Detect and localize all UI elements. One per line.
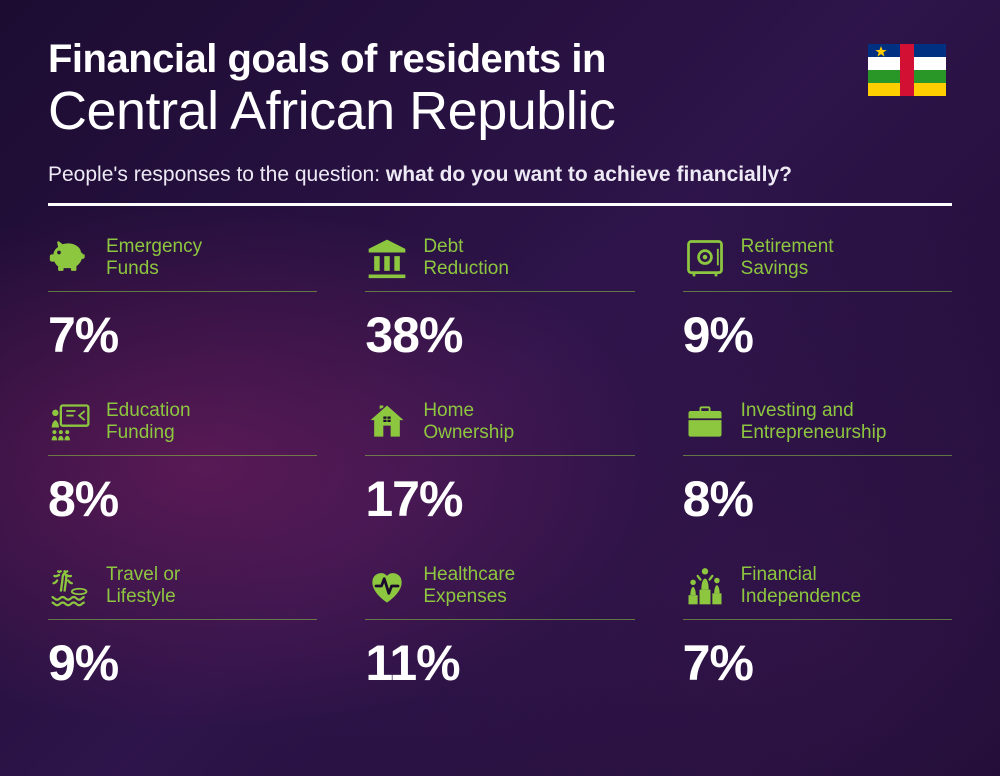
title-block: Financial goals of residents in Central … <box>48 38 868 141</box>
goal-label: DebtReduction <box>423 236 509 280</box>
subtitle: People's responses to the question: what… <box>48 163 952 187</box>
goal-item: HomeOwnership 17% <box>365 398 634 528</box>
goal-item: FinancialIndependence 7% <box>683 562 952 692</box>
goal-item: Travel orLifestyle 9% <box>48 562 317 692</box>
goal-item-head: RetirementSavings <box>683 234 952 292</box>
goal-item-head: Investing andEntrepreneurship <box>683 398 952 456</box>
divider <box>48 203 952 206</box>
subtitle-prefix: People's responses to the question: <box>48 163 386 186</box>
goal-value: 7% <box>48 306 317 364</box>
goal-item: DebtReduction 38% <box>365 234 634 364</box>
title-line-1: Financial goals of residents in <box>48 38 868 80</box>
goal-item-head: Travel orLifestyle <box>48 562 317 620</box>
goal-value: 9% <box>683 306 952 364</box>
goal-item-head: FinancialIndependence <box>683 562 952 620</box>
home-icon <box>365 400 409 444</box>
independence-icon <box>683 564 727 608</box>
goal-value: 9% <box>48 634 317 692</box>
piggy-bank-icon <box>48 236 92 280</box>
education-icon <box>48 400 92 444</box>
title-line-2: Central African Republic <box>48 82 868 141</box>
healthcare-icon <box>365 564 409 608</box>
safe-icon <box>683 236 727 280</box>
goal-item: RetirementSavings 9% <box>683 234 952 364</box>
goal-label: HealthcareExpenses <box>423 564 515 608</box>
goal-label: EmergencyFunds <box>106 236 202 280</box>
goal-item: Investing andEntrepreneurship 8% <box>683 398 952 528</box>
goal-value: 8% <box>48 470 317 528</box>
travel-icon <box>48 564 92 608</box>
goal-item: EducationFunding 8% <box>48 398 317 528</box>
goal-item: EmergencyFunds 7% <box>48 234 317 364</box>
briefcase-icon <box>683 400 727 444</box>
bank-icon <box>365 236 409 280</box>
goal-label: RetirementSavings <box>741 236 834 280</box>
goal-value: 11% <box>365 634 634 692</box>
goal-item: HealthcareExpenses 11% <box>365 562 634 692</box>
goal-item-head: HomeOwnership <box>365 398 634 456</box>
goal-label: Travel orLifestyle <box>106 564 180 608</box>
goal-value: 7% <box>683 634 952 692</box>
goal-item-head: EducationFunding <box>48 398 317 456</box>
goals-grid: EmergencyFunds 7% DebtReduction 38% Retireme… <box>48 234 952 692</box>
goal-label: EducationFunding <box>106 400 191 444</box>
goal-label: HomeOwnership <box>423 400 514 444</box>
goal-item-head: HealthcareExpenses <box>365 562 634 620</box>
goal-value: 8% <box>683 470 952 528</box>
flag-icon <box>868 44 946 96</box>
subtitle-bold: what do you want to achieve financially? <box>386 163 792 186</box>
goal-value: 38% <box>365 306 634 364</box>
goal-label: Investing andEntrepreneurship <box>741 400 887 444</box>
goal-item-head: DebtReduction <box>365 234 634 292</box>
goal-label: FinancialIndependence <box>741 564 861 608</box>
goal-value: 17% <box>365 470 634 528</box>
goal-item-head: EmergencyFunds <box>48 234 317 292</box>
